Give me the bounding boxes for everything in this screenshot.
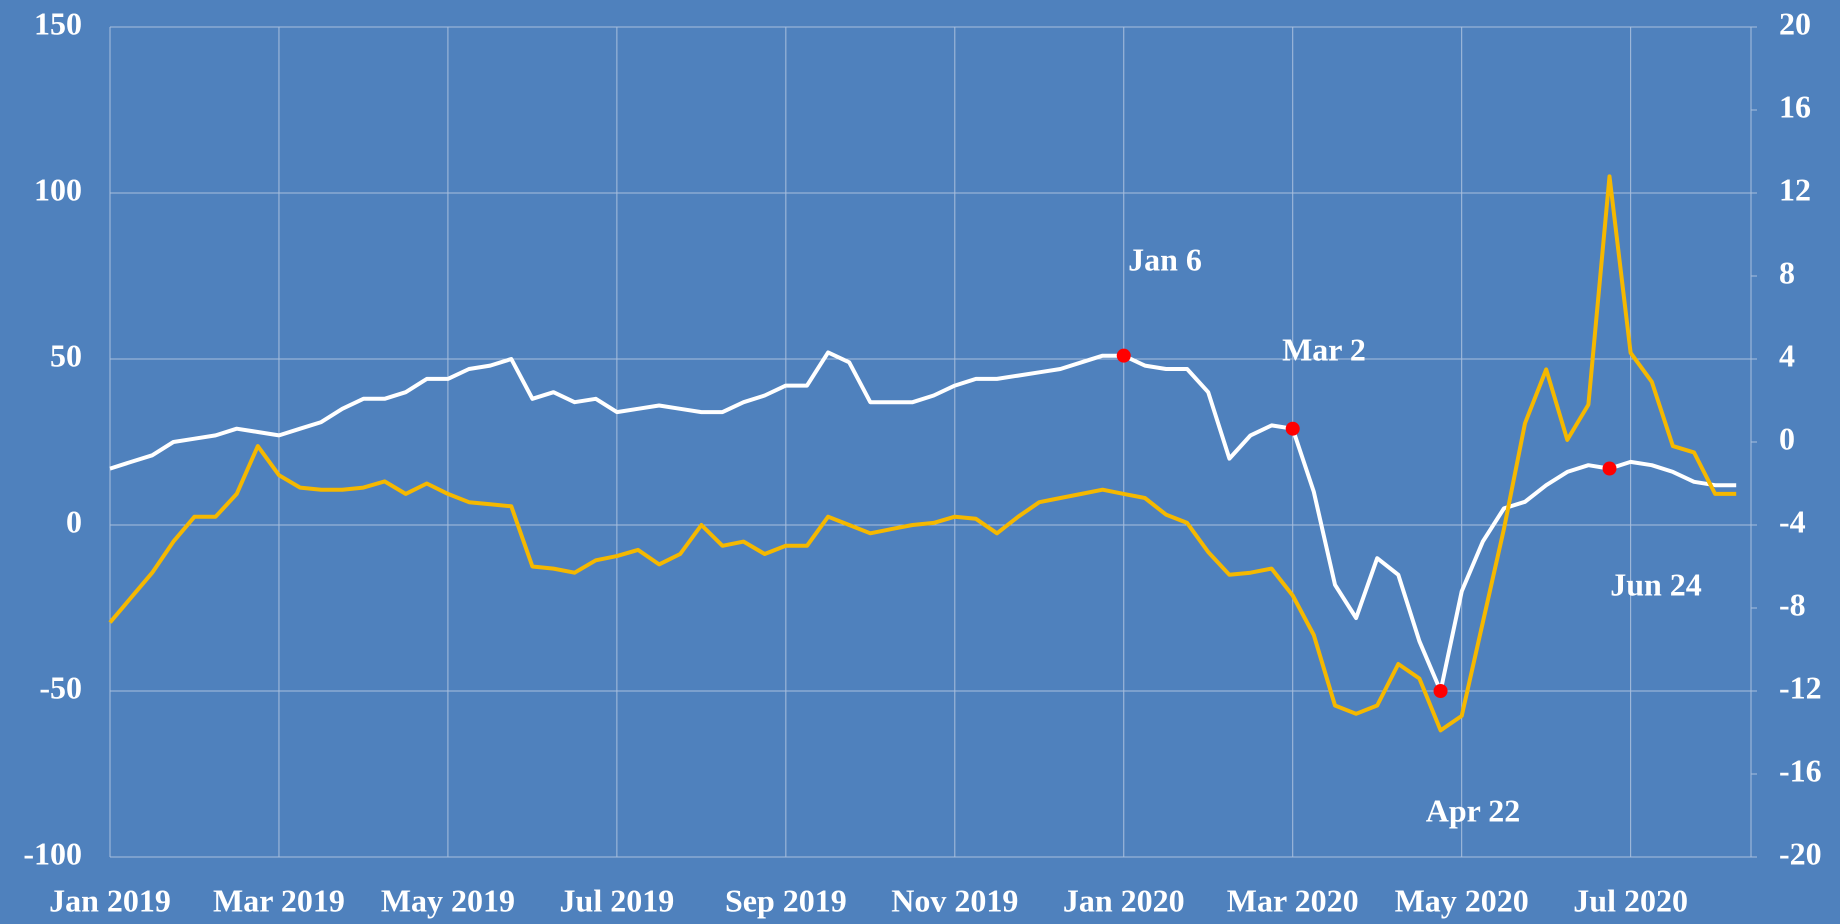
y2-tick-label: 12 — [1779, 171, 1811, 207]
annotation-label: Jan 6 — [1128, 241, 1202, 277]
x-tick-label: May 2020 — [1395, 882, 1529, 918]
y2-tick-label: 16 — [1779, 88, 1811, 124]
series-line — [108, 174, 1737, 733]
y-tick-label: -50 — [39, 669, 82, 705]
y2-tick-label: -4 — [1779, 503, 1806, 539]
y-tick-label: 50 — [50, 337, 82, 373]
x-tick-label: Jul 2020 — [1573, 882, 1688, 918]
x-tick-label: Jan 2019 — [49, 882, 171, 918]
y2-tick-label: -12 — [1779, 669, 1822, 705]
x-tick-label: Jul 2019 — [560, 882, 675, 918]
annotation-label: Apr 22 — [1426, 792, 1521, 828]
y2-tick-label: -8 — [1779, 586, 1806, 622]
annotation-marker — [1602, 461, 1617, 476]
y-tick-label: -100 — [23, 835, 82, 871]
y2-tick-label: 4 — [1779, 337, 1795, 373]
y-tick-label: 150 — [34, 5, 82, 41]
annotation-marker — [1433, 684, 1448, 698]
x-tick-label: Sep 2019 — [725, 882, 847, 918]
annotation-marker — [1116, 348, 1131, 363]
y-tick-label: 0 — [66, 503, 82, 539]
annotation-marker — [1285, 421, 1300, 436]
y2-tick-label: -20 — [1779, 835, 1822, 871]
y2-tick-label: 8 — [1779, 254, 1795, 290]
series-line — [109, 350, 1737, 693]
annotation-label: Jun 24 — [1610, 566, 1702, 602]
x-tick-label: May 2019 — [381, 882, 515, 918]
y2-tick-label: 0 — [1779, 420, 1795, 456]
annotation-label: Mar 2 — [1282, 331, 1366, 367]
x-tick-label: Jan 2020 — [1063, 882, 1185, 918]
x-tick-label: Mar 2019 — [213, 882, 345, 918]
y-tick-label: 100 — [34, 171, 82, 207]
y2-tick-label: 20 — [1779, 5, 1811, 41]
x-tick-label: Nov 2019 — [891, 882, 1018, 918]
x-tick-label: Mar 2020 — [1227, 882, 1359, 918]
y2-tick-label: -16 — [1779, 752, 1822, 788]
